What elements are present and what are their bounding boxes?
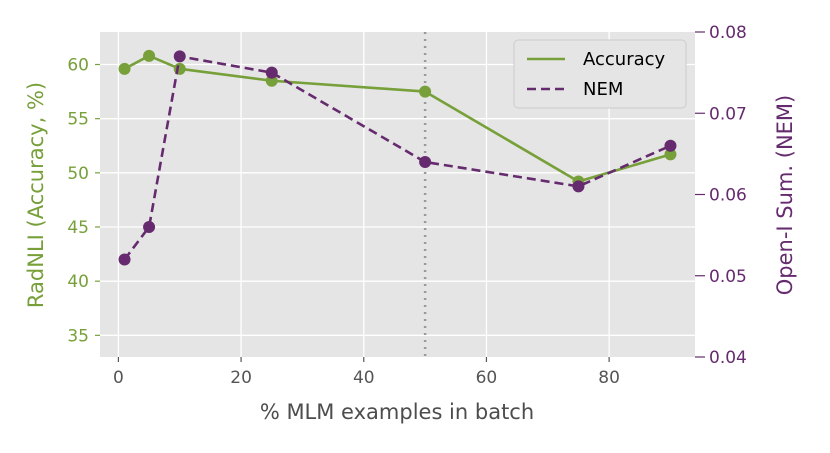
legend: Accuracy NEM (513, 39, 687, 109)
x-axis-label: % MLM examples in batch (260, 400, 534, 424)
data-point-accuracy-1 (143, 49, 156, 62)
y-left-tick-label-3: 50 (67, 164, 89, 184)
legend-box (513, 39, 687, 109)
y-right-tick-label-2: 0.06 (709, 186, 747, 206)
x-tick-label-3: 60 (476, 368, 498, 388)
data-point-nem-3 (265, 66, 278, 79)
x-tick-label-0: 0 (113, 368, 124, 388)
legend-label-accuracy: Accuracy (583, 49, 666, 70)
data-point-accuracy-6 (664, 148, 677, 161)
y-left-tick-label-0: 35 (67, 326, 89, 346)
data-point-nem-6 (664, 139, 677, 152)
data-point-nem-5 (572, 180, 585, 193)
y-right-tick-label-4: 0.08 (709, 23, 747, 43)
y-left-tick-label-2: 45 (67, 218, 89, 238)
x-tick-label-2: 40 (353, 368, 375, 388)
ticks-layer: 0 20 40 60 80 35 40 45 50 55 60 0.04 0.05 0.06 0.07 0.0… (67, 23, 747, 388)
y-right-tick-label-0: 0.04 (709, 348, 747, 368)
data-point-accuracy-0 (118, 62, 131, 75)
y-left-tick-label-1: 40 (67, 272, 89, 292)
legend-label-nem: NEM (583, 79, 623, 100)
data-point-accuracy-4 (419, 85, 432, 98)
data-point-nem-4 (419, 156, 432, 168)
y-right-axis-label: Open-I Sum. (NEM) (773, 95, 797, 295)
data-point-nem-0 (118, 253, 131, 266)
x-tick-label-1: 20 (230, 368, 252, 388)
series-layer (118, 49, 677, 266)
y-right-tick-label-3: 0.07 (709, 104, 747, 124)
y-left-axis-label: RadNLI (Accuracy, %) (24, 82, 48, 308)
y-right-tick-label-1: 0.05 (709, 267, 747, 287)
y-left-tick-label-4: 55 (67, 110, 89, 130)
data-point-nem-2 (173, 50, 186, 63)
y-left-tick-label-5: 60 (67, 56, 89, 76)
x-tick-label-4: 80 (598, 368, 620, 388)
data-point-nem-1 (143, 221, 156, 233)
